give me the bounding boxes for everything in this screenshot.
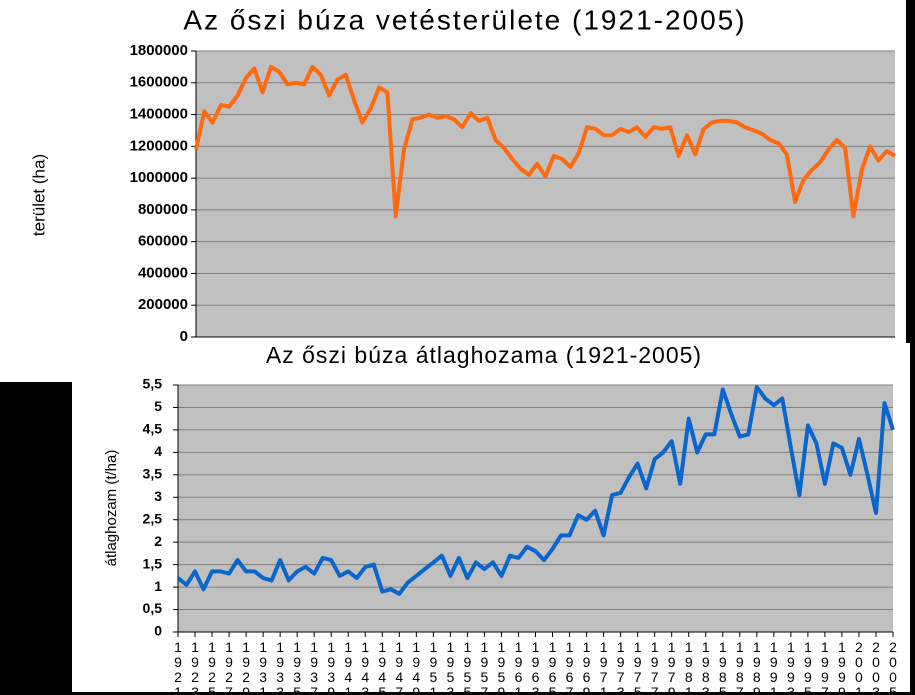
- y-tick-label: 2: [154, 533, 162, 549]
- y-tick-label: 600000: [138, 233, 188, 250]
- plot-area: [196, 51, 895, 337]
- y-tick-label: 1200000: [130, 137, 188, 154]
- y-tick-label: 400000: [138, 264, 188, 281]
- data-line: [176, 385, 895, 596]
- y-axis-label: átlaghozam (t/ha): [103, 450, 120, 567]
- y-tick-label: 5,5: [143, 376, 163, 392]
- y-tick-label: 0: [154, 623, 162, 639]
- yield-chart: 0 0,5 1 1,5 2 2,5 3 3,5 4 4,5 5 5,5 1 9 2 1 1 9 2 3 1 9 2 5 1 9 2 7…: [103, 342, 897, 695]
- y-tick-label: 1400000: [130, 106, 188, 123]
- y-tick-label: 4,5: [143, 421, 163, 437]
- y-tick-label: 0,5: [143, 600, 163, 616]
- chart-title: Az őszi búza vetésterülete (1921-2005): [183, 4, 746, 35]
- y-tick-label: 1000000: [130, 169, 188, 186]
- data-line: [194, 64, 897, 219]
- y-tick-label: 1: [154, 578, 162, 594]
- y-tick-label: 5: [154, 398, 162, 414]
- y-tick-label: 1600000: [130, 74, 188, 91]
- y-tick-label: 200000: [138, 296, 188, 313]
- chart-title: Az őszi búza átlaghozama (1921-2005): [266, 342, 702, 368]
- y-tick-label: 4: [154, 443, 162, 459]
- y-axis-label: terület (ha): [29, 154, 48, 236]
- y-tick-label: 2,5: [143, 510, 163, 526]
- y-tick-label: 3: [154, 488, 162, 504]
- y-tick-label: 3,5: [143, 466, 163, 482]
- plot-area: [178, 385, 893, 632]
- y-tick-label: 800000: [138, 201, 188, 218]
- y-tick-label: 1800000: [130, 42, 188, 59]
- area-chart: 0 200000 400000 600000 800000 1000000 1200000 1…: [29, 4, 897, 345]
- y-tick-label: 1,5: [143, 555, 163, 571]
- y-tick-label: 0: [180, 328, 188, 345]
